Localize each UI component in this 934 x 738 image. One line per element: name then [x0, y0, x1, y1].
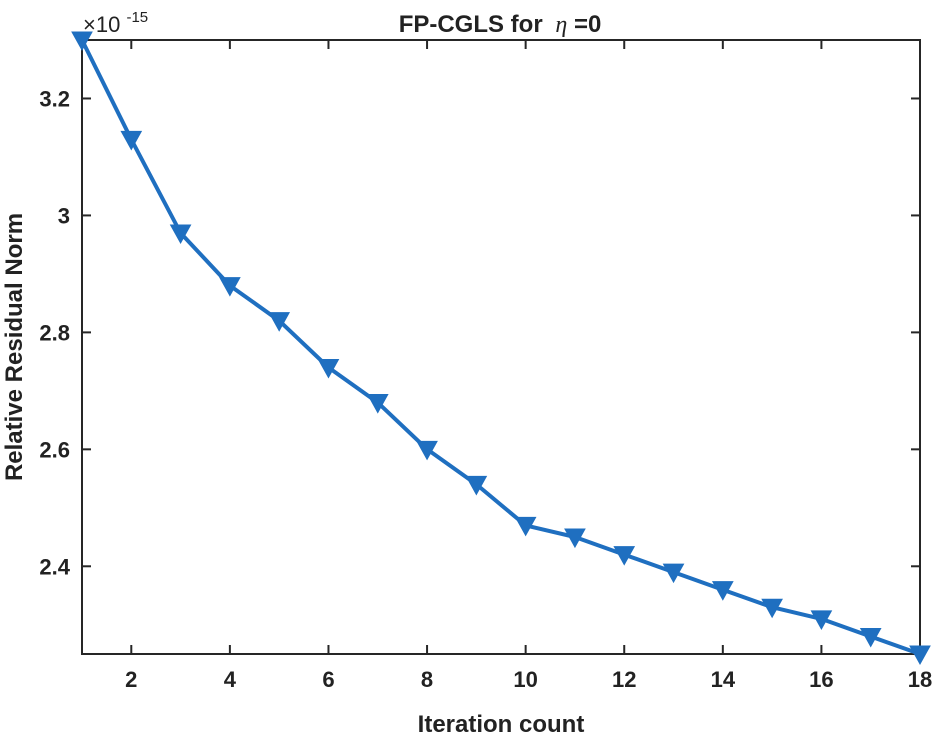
data-point-marker [169, 224, 192, 245]
x-tick-label: 16 [809, 667, 833, 692]
plot-area-frame [81, 39, 921, 655]
x-tick-label: 14 [711, 667, 736, 692]
x-tick-label: 2 [125, 667, 137, 692]
data-point-marker [711, 581, 734, 601]
y-tick-label: 2.4 [39, 554, 70, 579]
x-axis-label: Iteration count [418, 711, 585, 738]
x-tick-label: 12 [612, 667, 636, 692]
series-layer [71, 31, 931, 666]
x-tick-label: 10 [513, 667, 537, 692]
y-tick-label: 2.6 [39, 437, 70, 462]
ticks-layer: 2 4 6 8 10 12 14 16 18 2.4 2.6 2.8 3 3.2 [39, 40, 932, 692]
y-axis-label: Relative Residual Norm [1, 213, 28, 481]
data-point-marker [120, 130, 143, 151]
chart-title: FP-CGLS for η =0 [399, 11, 602, 38]
chart-title-symbol: η [555, 12, 567, 38]
chart-title-main: FP-CGLS for [399, 11, 543, 38]
data-point-marker [465, 475, 488, 496]
data-point-marker [71, 31, 93, 52]
data-point-marker [761, 598, 783, 619]
x-tick-label: 4 [224, 667, 237, 692]
x-tick-label: 18 [908, 667, 932, 692]
data-point-marker [366, 394, 389, 414]
data-point-marker [268, 312, 291, 332]
y-tick-label: 3 [58, 203, 70, 228]
data-point-marker [514, 516, 537, 537]
chart-title-suffix: =0 [574, 11, 601, 38]
data-point-marker [219, 277, 241, 297]
data-point-marker [564, 528, 586, 549]
x-tick-label: 8 [421, 667, 433, 692]
data-point-marker [859, 627, 882, 648]
data-point-marker [317, 358, 340, 379]
data-point-marker [613, 546, 636, 566]
x-tick-label: 6 [322, 667, 334, 692]
y-tick-label: 2.8 [39, 320, 70, 345]
y-exponent-power: -15 [126, 9, 148, 26]
data-point-marker [810, 610, 833, 630]
y-exponent-label: ×10 -15 [83, 9, 148, 37]
series-line [80, 39, 921, 656]
data-point-marker [416, 440, 438, 461]
data-point-marker [662, 563, 685, 584]
data-point-marker [909, 645, 931, 666]
y-tick-label: 3.2 [39, 86, 70, 111]
